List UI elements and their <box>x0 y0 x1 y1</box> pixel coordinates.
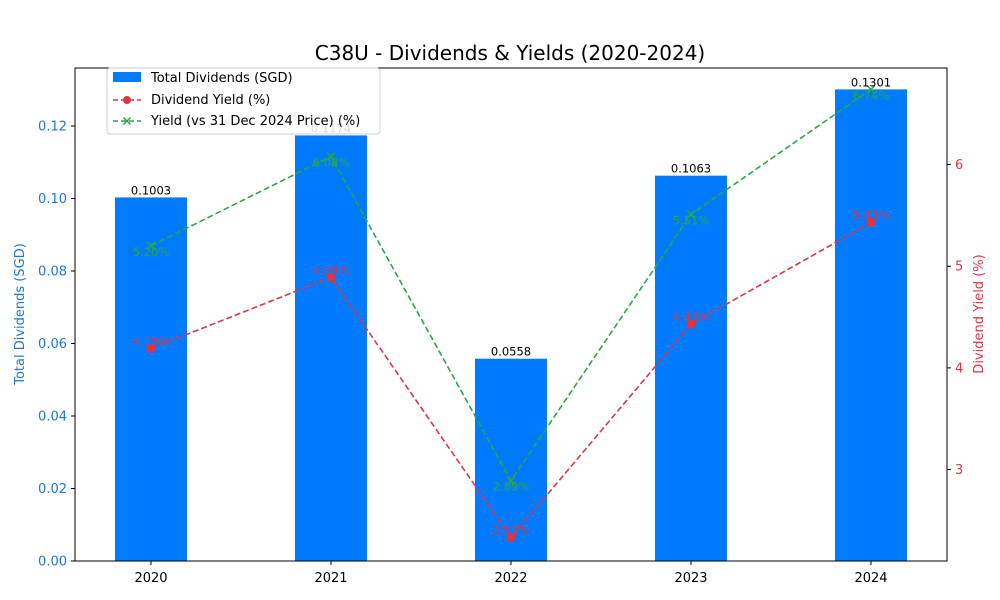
dividend-yield-marker-2022 <box>506 533 516 543</box>
bar-2023 <box>655 175 727 561</box>
bar-value-label-2022: 0.0558 <box>491 345 531 359</box>
dividend-yield-label-2022: 2.33% <box>493 524 530 538</box>
dividend-yield-label-2020: 4.19% <box>133 335 170 349</box>
legend: Total Dividends (SGD) Dividend Yield (%)… <box>106 67 381 135</box>
dividend-yield-marker-2023 <box>686 319 696 329</box>
bar-2021 <box>295 135 367 562</box>
x-tick-label-2024: 2024 <box>854 571 887 586</box>
yield-2024-marker-2021 <box>326 151 336 161</box>
dividend-yield-marker-2021 <box>326 272 336 282</box>
left-tick-label-0.04: 0.04 <box>38 410 67 425</box>
x-tick-label-2021: 2021 <box>314 571 347 586</box>
legend-label-dividends: Total Dividends (SGD) <box>150 71 293 86</box>
left-tick-label-0.06: 0.06 <box>38 337 67 352</box>
x-tick-label-2022: 2022 <box>494 571 527 586</box>
dividend-yield-marker-2020 <box>146 344 156 354</box>
yield-2024-marker-2022 <box>506 476 516 486</box>
legend-yield-marker <box>123 96 131 104</box>
right-axis-label: Dividend Yield (%) <box>972 254 987 373</box>
bar-value-label-2024: 0.1301 <box>851 75 891 89</box>
legend-label-yield-2024: Yield (vs 31 Dec 2024 Price) (%) <box>150 114 360 129</box>
left-tick-label-0.08: 0.08 <box>38 265 67 280</box>
legend-label-yield: Dividend Yield (%) <box>151 93 270 108</box>
right-tick-label-3: 3 <box>955 463 963 478</box>
bar-2020 <box>115 197 187 561</box>
axes-layer: 2020 2021 2022 2023 2024 0.00 0.02 0.04 0.06 0.08… <box>38 120 963 587</box>
legend-yield-2024-marker <box>122 116 132 126</box>
yield-2024-label-2021: 6.08% <box>313 155 350 169</box>
left-tick-label-0.12: 0.12 <box>38 120 67 135</box>
bar-value-label-2020: 0.1003 <box>131 183 171 197</box>
bars-layer <box>115 89 907 562</box>
bar-2022 <box>475 358 547 561</box>
left-axis-label: Total Dividends (SGD) <box>13 243 28 386</box>
dividend-yield-marker-2024 <box>866 218 876 228</box>
left-tick-label-0.00: 0.00 <box>38 555 67 570</box>
legend-box <box>106 67 381 135</box>
yield-2024-marker-2023 <box>686 209 696 219</box>
legend-bar-swatch <box>113 72 141 82</box>
left-tick-label-0.02: 0.02 <box>38 482 67 497</box>
dividend-yield-label-2024: 5.43% <box>853 209 890 223</box>
chart-title: C38U - Dividends & Yields (2020-2024) <box>315 41 705 65</box>
right-tick-label-5: 5 <box>955 260 963 275</box>
right-tick-label-6: 6 <box>955 158 963 173</box>
yield-2024-label-2020: 5.20% <box>133 245 170 259</box>
right-tick-label-4: 4 <box>955 361 963 376</box>
dividend-yield-label-2023: 4.43% <box>673 310 710 324</box>
yield-2024-label-2022: 2.89% <box>493 480 530 494</box>
dividend-yield-label-2021: 4.89% <box>313 263 350 277</box>
lines-layer <box>146 84 876 543</box>
yield-2024-marker-2020 <box>146 241 156 251</box>
yield-2024-marker-2024 <box>866 84 876 94</box>
bar-value-label-2023: 0.1063 <box>671 162 711 176</box>
bar-2024 <box>835 89 907 561</box>
yield-2024-label-2023: 5.51% <box>673 213 710 227</box>
x-tick-label-2023: 2023 <box>674 571 707 586</box>
left-tick-label-0.10: 0.10 <box>38 192 67 207</box>
x-tick-label-2020: 2020 <box>134 571 167 586</box>
yield-2024-label-2024: 6.74% <box>853 88 890 102</box>
